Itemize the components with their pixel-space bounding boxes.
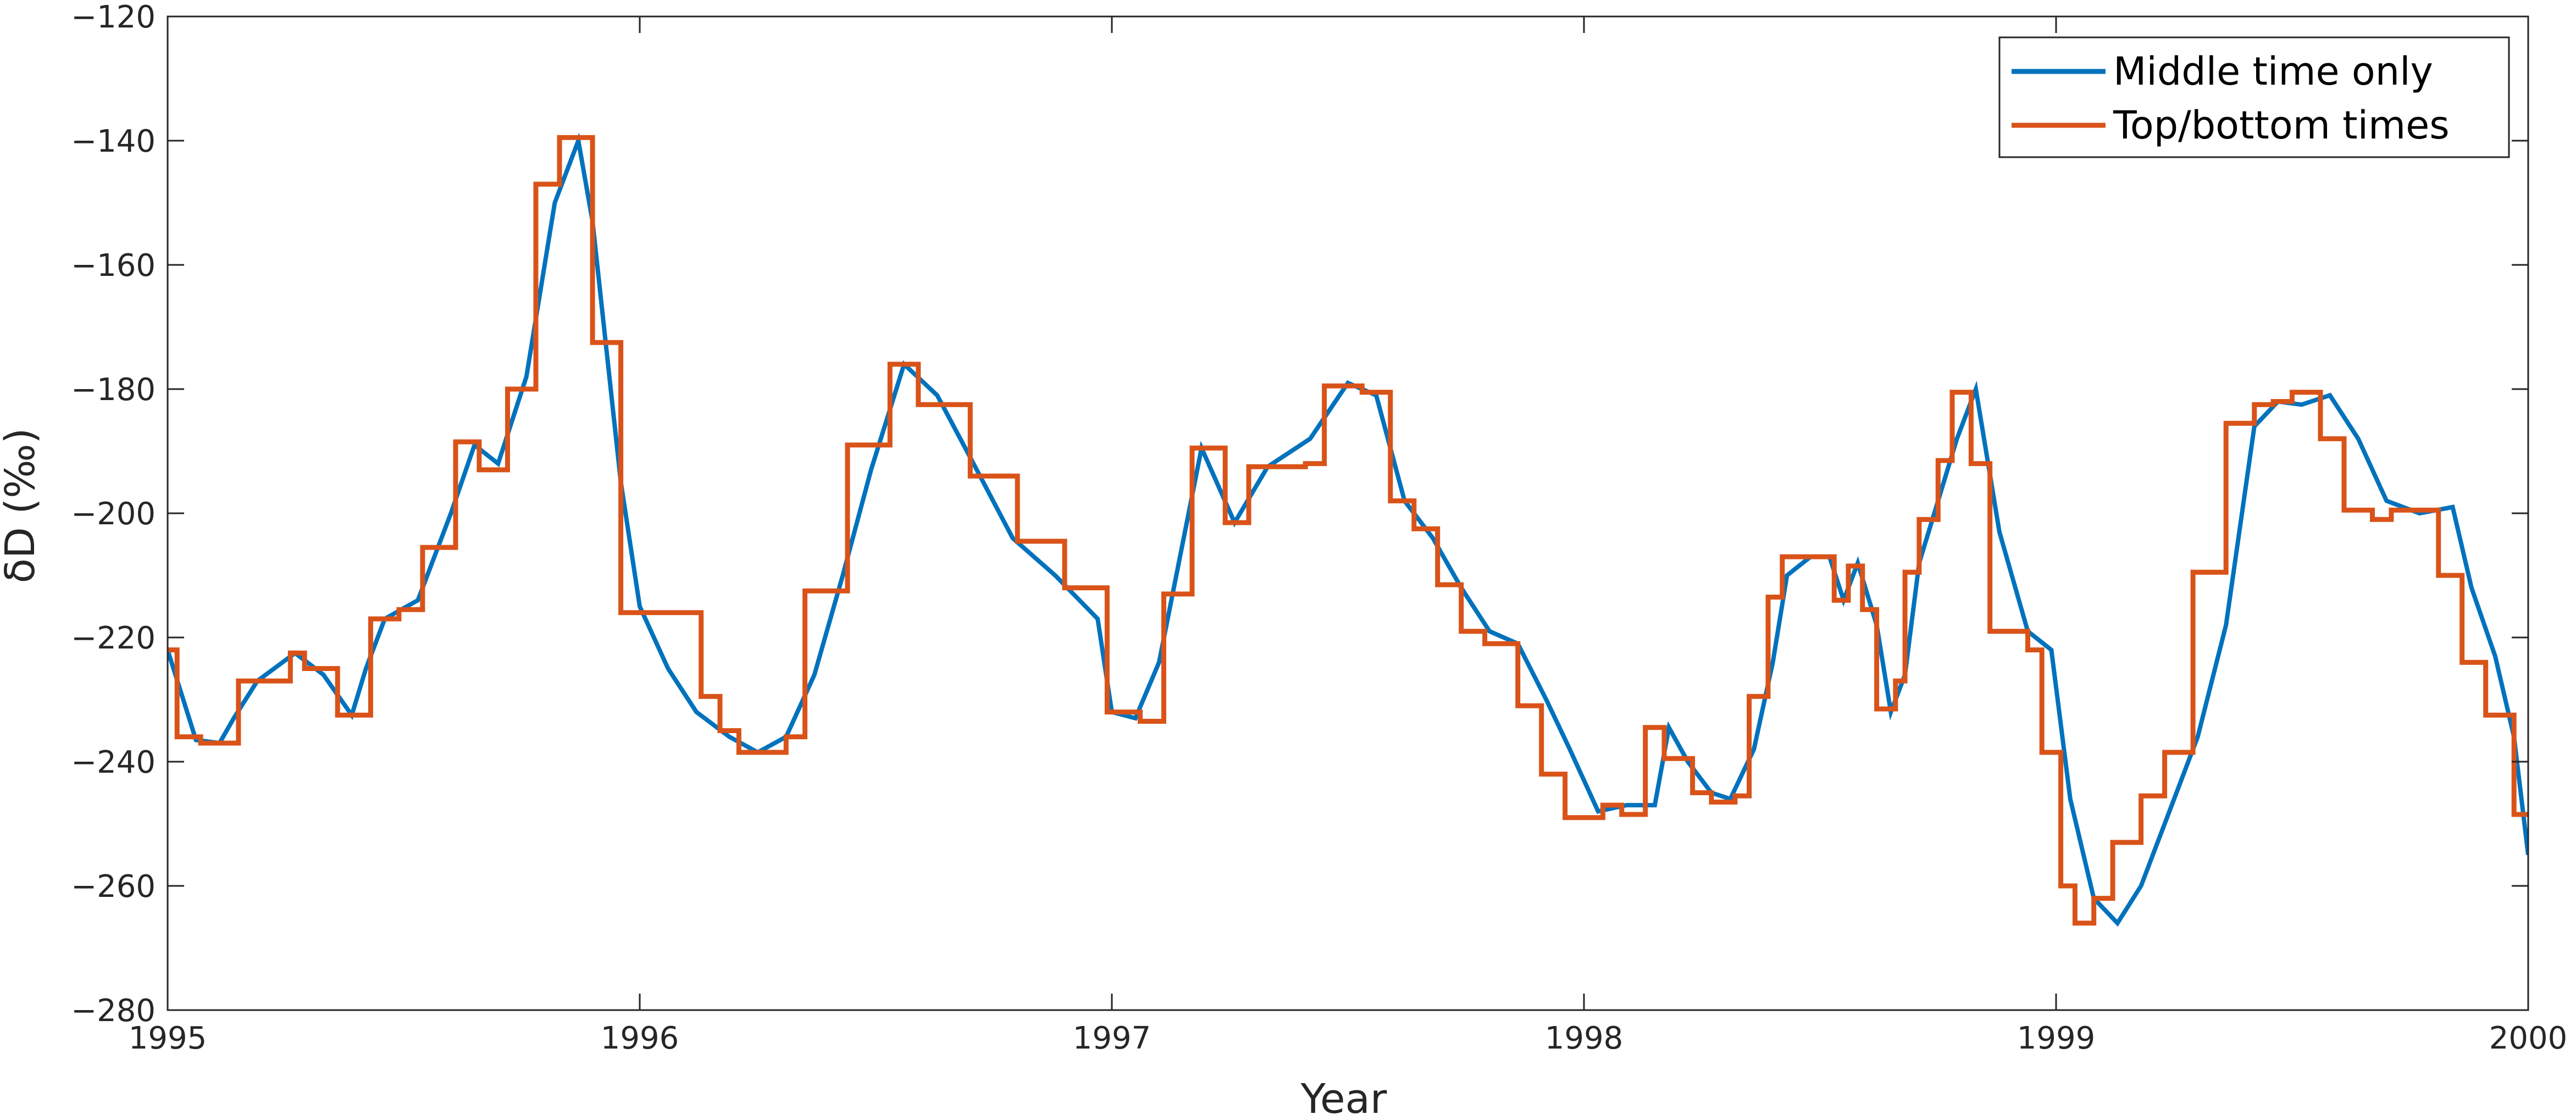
plot-area (168, 132, 2528, 927)
legend-label-2: Top/bottom times (2113, 103, 2450, 148)
y-tick-label: −180 (71, 372, 156, 408)
legend: Middle time only Top/bottom times (1998, 36, 2510, 158)
x-tick-label: 1995 (129, 1021, 207, 1056)
x-axis-label: Year (1300, 1075, 1387, 1120)
series-line-1 (168, 132, 2528, 927)
y-tick-label: −220 (71, 620, 156, 656)
x-tick-label: 1999 (2017, 1021, 2096, 1056)
y-tick-label: −160 (71, 248, 156, 284)
x-tick-label: 1996 (601, 1021, 679, 1056)
y-tick-label: −140 (71, 124, 156, 159)
series-line-2 (168, 135, 2528, 926)
y-tick-label: −240 (71, 745, 156, 780)
y-tick-label: −200 (71, 496, 156, 532)
x-tick-label: 1997 (1073, 1021, 1151, 1056)
legend-label-1: Middle time only (2113, 49, 2433, 94)
x-tick-label: 1998 (1545, 1021, 1624, 1056)
y-axis-label: δD (‰) (0, 428, 44, 584)
x-tick-label: 2000 (2489, 1021, 2568, 1056)
legend-box (1998, 36, 2510, 158)
axes: 1995 1996 1997 1998 1999 2000 −280 −260 −240 −220… (71, 0, 2567, 1056)
y-tick-label: −280 (71, 993, 156, 1029)
y-tick-label: −120 (71, 0, 156, 35)
y-tick-label: −260 (71, 869, 156, 905)
